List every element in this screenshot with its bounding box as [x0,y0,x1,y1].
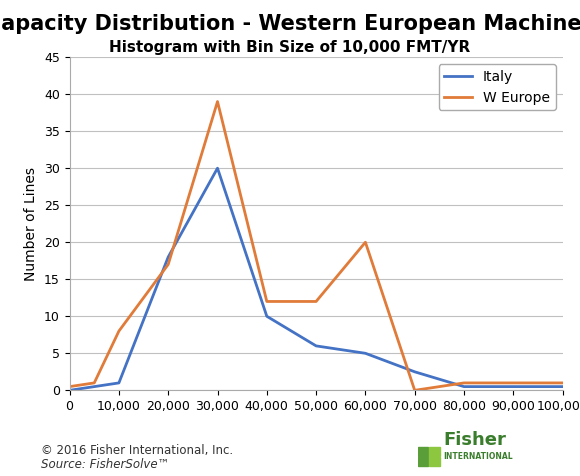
Italy [362,350,369,356]
Italy [90,384,97,389]
Italy [313,343,320,349]
Italy [263,313,270,319]
W Europe [90,380,97,386]
Bar [429,446,440,456]
W Europe [115,328,122,334]
Italy [411,369,418,375]
Italy [559,384,566,389]
W Europe [214,99,221,104]
W Europe [313,298,320,304]
Text: INTERNATIONAL: INTERNATIONAL [444,452,513,460]
Legend: Italy, W Europe: Italy, W Europe [438,64,556,110]
Bar [429,457,440,466]
W Europe [66,384,73,389]
Italy [165,254,172,260]
Italy [510,384,517,389]
Italy [461,384,467,389]
Bar [418,457,428,466]
Line: W Europe: W Europe [70,101,563,390]
W Europe [461,380,467,386]
Text: Fisher: Fisher [444,431,506,449]
W Europe [510,380,517,386]
Text: © 2016 Fisher International, Inc.: © 2016 Fisher International, Inc. [41,444,233,457]
Line: Italy: Italy [70,168,563,390]
Text: Source: FisherSolve™: Source: FisherSolve™ [41,458,169,471]
Text: Capacity Distribution - Western European Machines: Capacity Distribution - Western European… [0,14,580,34]
W Europe [263,298,270,304]
Bar [418,446,428,456]
W Europe [559,380,566,386]
Italy [66,387,73,393]
Text: Histogram with Bin Size of 10,000 FMT/YR: Histogram with Bin Size of 10,000 FMT/YR [110,40,470,56]
Italy [115,380,122,386]
W Europe [411,387,418,393]
Italy [214,165,221,171]
W Europe [362,239,369,245]
W Europe [165,262,172,268]
Y-axis label: Number of Lines: Number of Lines [24,167,38,281]
